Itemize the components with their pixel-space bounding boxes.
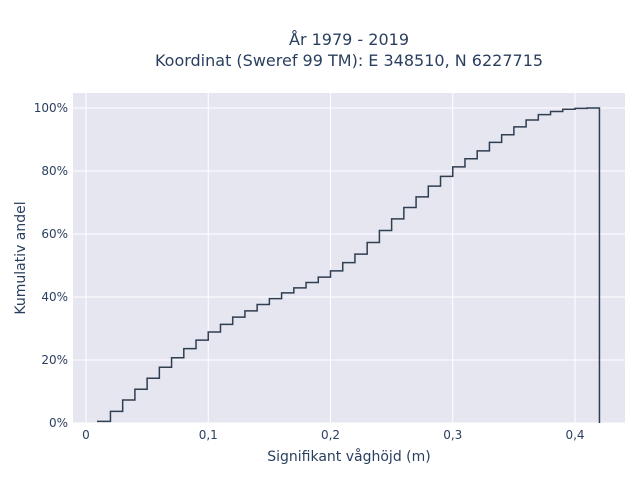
- grid: [73, 93, 625, 424]
- y-axis-ticks: 0% 20% 40% 60% 80% 100%: [34, 101, 68, 430]
- chart-title-line1: År 1979 - 2019: [289, 30, 409, 49]
- y-tick-label: 60%: [41, 227, 68, 241]
- chart-title-line2: Koordinat (Sweref 99 TM): E 348510, N 62…: [155, 51, 543, 70]
- x-axis-title: Signifikant våghöjd (m): [267, 448, 430, 465]
- y-tick-label: 80%: [41, 164, 68, 178]
- x-tick-label: 0,4: [565, 428, 584, 442]
- x-tick-label: 0,1: [199, 428, 218, 442]
- x-axis-ticks: 0 0,1 0,2 0,3 0,4: [82, 428, 584, 442]
- y-tick-label: 100%: [34, 101, 68, 115]
- x-tick-label: 0,3: [443, 428, 462, 442]
- y-tick-label: 0%: [49, 416, 68, 430]
- y-tick-label: 20%: [41, 353, 68, 367]
- y-axis-title: Kumulativ andel: [13, 201, 29, 314]
- x-tick-label: 0: [82, 428, 90, 442]
- plot-area: [73, 93, 625, 423]
- x-tick-label: 0,2: [321, 428, 340, 442]
- y-tick-label: 40%: [41, 290, 68, 304]
- ecdf-step-line: [97, 107, 601, 423]
